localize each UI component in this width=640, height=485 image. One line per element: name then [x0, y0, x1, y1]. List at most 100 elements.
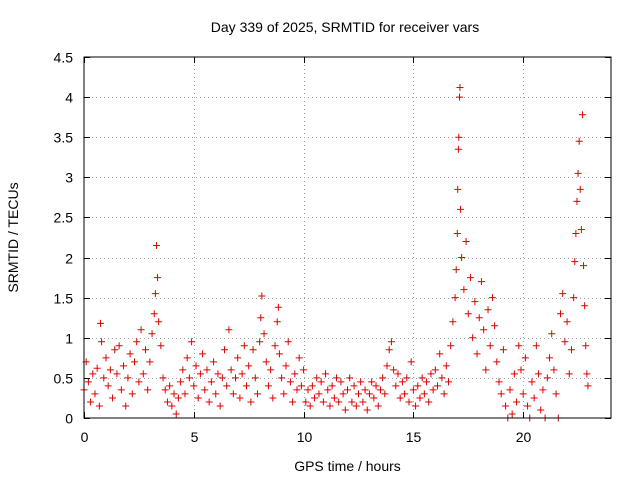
data-point — [278, 374, 286, 382]
data-point — [181, 390, 189, 398]
data-point — [434, 382, 442, 390]
data-point — [530, 394, 538, 402]
data-point — [563, 318, 571, 326]
data-point — [115, 342, 123, 350]
data-point — [464, 310, 472, 318]
data-point — [379, 374, 387, 382]
data-point — [508, 410, 516, 418]
data-point — [295, 354, 303, 362]
data-point — [273, 318, 281, 326]
data-point — [497, 390, 505, 398]
data-point — [223, 382, 231, 390]
data-point — [396, 394, 404, 402]
data-point — [486, 342, 494, 350]
data-point — [528, 378, 536, 386]
data-point — [89, 370, 97, 378]
data-point — [578, 111, 586, 119]
data-point — [328, 382, 336, 390]
data-point — [561, 338, 569, 346]
data-point — [574, 169, 582, 177]
data-point — [154, 274, 162, 282]
data-point — [159, 374, 167, 382]
data-point — [188, 338, 196, 346]
y-tick-label: 3.5 — [54, 130, 74, 146]
data-point — [221, 346, 229, 354]
data-point — [440, 390, 448, 398]
data-point — [227, 366, 235, 374]
data-point — [350, 382, 358, 390]
grid-layer — [84, 57, 611, 418]
data-point — [354, 390, 362, 398]
data-point — [495, 378, 503, 386]
data-point — [454, 185, 462, 193]
data-point — [390, 366, 398, 374]
y-tick-label: 1 — [65, 331, 73, 347]
data-point — [262, 358, 270, 366]
data-point — [302, 398, 310, 406]
data-point — [271, 342, 279, 350]
data-point — [456, 83, 464, 91]
data-point — [155, 318, 163, 326]
data-point — [275, 350, 283, 358]
data-point — [87, 398, 95, 406]
data-point — [368, 378, 376, 386]
data-point — [170, 390, 178, 398]
data-point — [559, 290, 567, 298]
data-point — [194, 394, 202, 402]
data-point — [98, 338, 106, 346]
data-point — [471, 298, 479, 306]
data-point — [359, 398, 367, 406]
data-point — [335, 398, 343, 406]
data-point — [570, 294, 578, 302]
data-point — [212, 390, 220, 398]
data-point — [407, 358, 415, 366]
data-point — [401, 390, 409, 398]
y-tick-label: 4 — [65, 90, 73, 106]
data-point — [451, 294, 459, 302]
data-point — [442, 362, 450, 370]
data-point — [117, 386, 125, 394]
data-point — [183, 354, 191, 362]
data-point — [383, 362, 391, 370]
data-point — [280, 390, 288, 398]
data-point — [583, 370, 591, 378]
data-point — [201, 386, 209, 394]
data-point — [205, 398, 213, 406]
data-point — [449, 318, 457, 326]
data-point — [418, 374, 426, 382]
data-point — [491, 322, 499, 330]
data-point — [330, 394, 338, 402]
data-point — [416, 394, 424, 402]
data-point — [84, 378, 92, 386]
data-point — [214, 370, 222, 378]
data-point — [577, 225, 585, 233]
data-point — [521, 354, 529, 362]
data-point — [168, 402, 176, 410]
data-point — [218, 374, 226, 382]
data-point — [365, 390, 373, 398]
data-point — [286, 378, 294, 386]
data-point — [291, 370, 299, 378]
data-point — [151, 290, 159, 298]
chart-title: Day 339 of 2025, SRMTID for receiver var… — [211, 19, 479, 35]
data-point — [524, 402, 532, 410]
data-point — [352, 402, 360, 410]
data-point — [137, 326, 145, 334]
data-point — [552, 390, 560, 398]
data-point — [455, 93, 463, 101]
data-point — [113, 370, 121, 378]
data-point — [376, 386, 384, 394]
data-point — [106, 366, 114, 374]
data-point — [207, 378, 215, 386]
data-point — [131, 358, 139, 366]
data-point — [104, 382, 112, 390]
data-point — [337, 378, 345, 386]
data-point — [493, 358, 501, 366]
data-point — [346, 374, 354, 382]
data-point — [517, 366, 525, 374]
y-tick-label: 4.5 — [54, 50, 74, 66]
data-point — [315, 390, 323, 398]
data-point — [93, 364, 101, 372]
data-point — [174, 394, 182, 402]
